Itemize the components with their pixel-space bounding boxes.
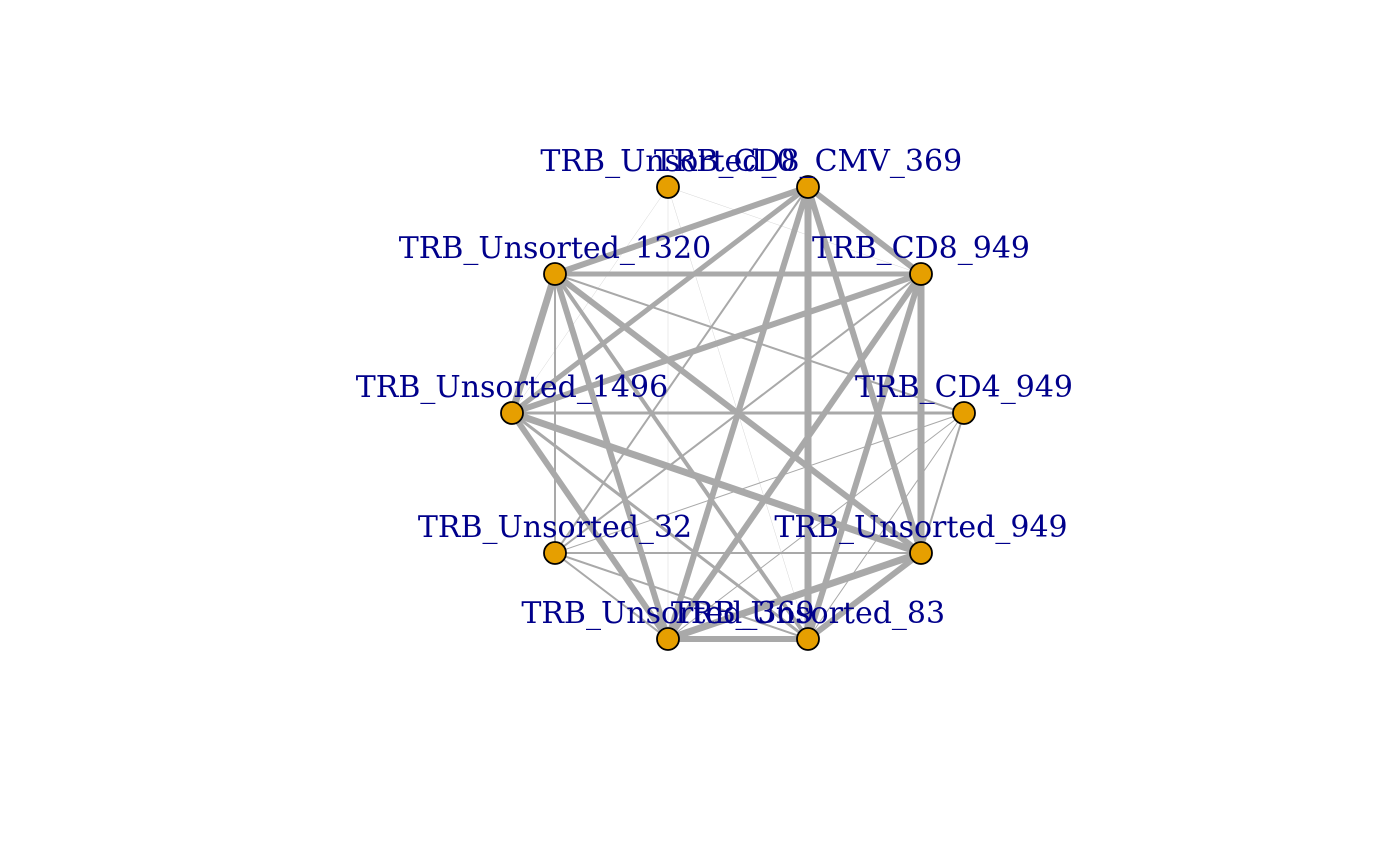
edge-TRB_Unsorted_1320-TRB_Unsorted_369	[552, 273, 671, 640]
nodes-layer	[500, 175, 976, 651]
edge-TRB_Unsorted_1496-TRB_Unsorted_83	[511, 411, 809, 641]
edges-layer	[508, 184, 965, 643]
edge-TRB_CD8_949-TRB_Unsorted_83	[805, 273, 924, 640]
edge-TRB_CD8_CMV_369-TRB_CD8_949	[806, 184, 923, 277]
node-label-TRB_Unsorted_1320: TRB_Unsorted_1320	[399, 231, 711, 266]
edge-TRB_Unsorted_369-TRB_Unsorted_32	[554, 552, 669, 640]
edge-TRB_CD8_CMV_369-TRB_Unsorted_949	[805, 186, 924, 554]
node-label-TRB_Unsorted_949: TRB_Unsorted_949	[774, 510, 1067, 545]
node-label-TRB_Unsorted_1496: TRB_Unsorted_1496	[356, 370, 668, 405]
edge-TRB_Unsorted_1320-TRB_Unsorted_83	[553, 272, 810, 641]
node-label-TRB_CD8_CMV_369: TRB_CD8_CMV_369	[654, 144, 962, 179]
edge-TRB_Unsorted_1496-TRB_Unsorted_949	[510, 409, 923, 557]
node-label-TRB_Unsorted_32: TRB_Unsorted_32	[418, 510, 692, 545]
edge-TRB_Unsorted_1320-TRB_Unsorted_1496	[508, 272, 559, 415]
edge-TRB_CD8_CMV_369-TRB_Unsorted_1496	[510, 185, 810, 415]
edge-TRB_CD4_949-TRB_Unsorted_369	[667, 412, 965, 640]
node-label-TRB_Unsorted_369: TRB_Unsorted_369	[521, 596, 814, 631]
node-TRB_Unsorted_32	[543, 541, 567, 565]
node-TRB_Unsorted_83	[796, 627, 820, 651]
edge-TRB_Unsorted_949-TRB_CD4_949	[920, 412, 965, 554]
node-TRB_Unsorted_1320	[543, 262, 567, 286]
node-TRB_CD8_CMV_369	[796, 175, 820, 199]
edge-TRB_Unsorted_1320-TRB_CD4_949	[554, 273, 965, 414]
node-label-TRB_Unsorted_0: TRB_Unsorted_0	[540, 144, 795, 179]
node-TRB_Unsorted_949	[909, 541, 933, 565]
node-TRB_CD8_949	[909, 262, 933, 286]
edge-TRB_Unsorted_0-TRB_CD8_949	[667, 186, 922, 275]
edge-TRB_Unsorted_0-TRB_Unsorted_83	[667, 186, 809, 640]
edge-TRB_Unsorted_949-TRB_Unsorted_83	[806, 550, 923, 642]
node-TRB_Unsorted_0	[656, 175, 680, 199]
node-TRB_Unsorted_369	[656, 627, 680, 651]
edge-TRB_Unsorted_83-TRB_Unsorted_32	[554, 552, 809, 640]
edge-TRB_Unsorted_1496-TRB_Unsorted_369	[509, 411, 671, 641]
edge-TRB_Unsorted_0-TRB_Unsorted_1496	[511, 186, 669, 414]
edge-TRB_CD4_949-TRB_Unsorted_83	[807, 412, 965, 640]
node-TRB_CD4_949	[952, 401, 976, 425]
node-label-TRB_CD8_949: TRB_CD8_949	[812, 231, 1030, 266]
node-TRB_Unsorted_1496	[500, 401, 524, 425]
node-label-TRB_CD4_949: TRB_CD4_949	[855, 370, 1073, 405]
node-label-TRB_Unsorted_83: TRB_Unsorted_83	[671, 596, 945, 631]
